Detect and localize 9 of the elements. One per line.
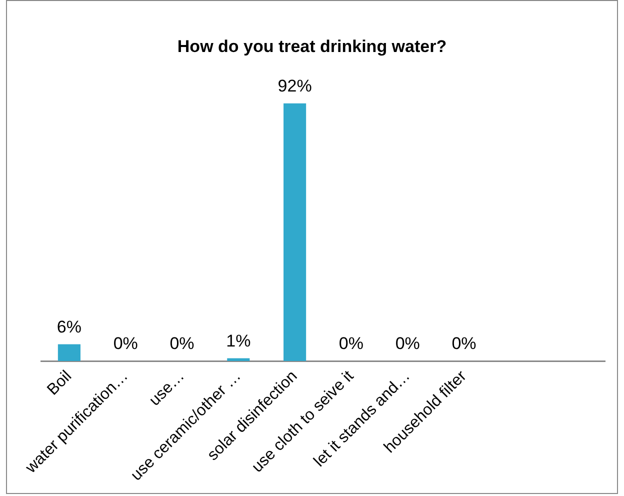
data-label: 0%	[113, 334, 138, 354]
data-label: 0%	[170, 334, 194, 354]
chart-title: How do you treat drinking water?	[176, 37, 448, 57]
data-label: 6%	[56, 317, 82, 336]
data-label: 0%	[338, 334, 364, 354]
data-label: 1%	[226, 331, 251, 350]
data-label: 92%	[278, 76, 312, 96]
data-label: 0%	[395, 334, 420, 354]
data-label: 0%	[452, 334, 476, 354]
